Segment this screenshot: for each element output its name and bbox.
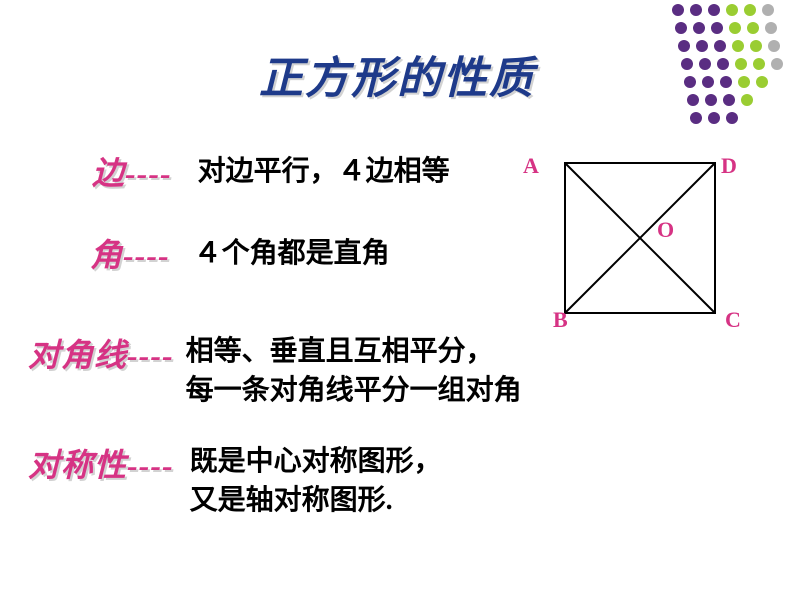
edge-label: 边----	[92, 148, 172, 194]
corner-dots-decoration	[656, 0, 776, 120]
symmetry-label: 对称性----	[28, 440, 174, 486]
angle-desc: ４个角都是直角	[194, 234, 390, 273]
vertex-a: A	[523, 153, 539, 179]
page-title: 正方形的性质	[259, 42, 535, 106]
diagonal-label: 对角线----	[28, 330, 174, 376]
angle-label: 角----	[90, 230, 170, 276]
symmetry-desc: 既是中心对称图形，又是轴对称图形.	[190, 442, 442, 520]
vertex-b: B	[553, 307, 568, 333]
edge-desc: 对边平行，４边相等	[198, 152, 450, 191]
vertex-c: C	[725, 307, 741, 333]
property-symmetry-row: 对称性---- 既是中心对称图形，又是轴对称图形.	[28, 440, 442, 520]
property-angle-row: 角---- ４个角都是直角	[90, 230, 390, 276]
vertex-d: D	[721, 153, 737, 179]
property-edge-row: 边---- 对边平行，４边相等	[92, 148, 450, 194]
property-diagonal-row: 对角线---- 相等、垂直且互相平分，每一条对角线平分一组对角	[28, 330, 522, 410]
diagonal-desc: 相等、垂直且互相平分，每一条对角线平分一组对角	[186, 332, 522, 410]
vertex-o: O	[657, 217, 674, 243]
square-diagram: A D B C O	[545, 155, 745, 335]
